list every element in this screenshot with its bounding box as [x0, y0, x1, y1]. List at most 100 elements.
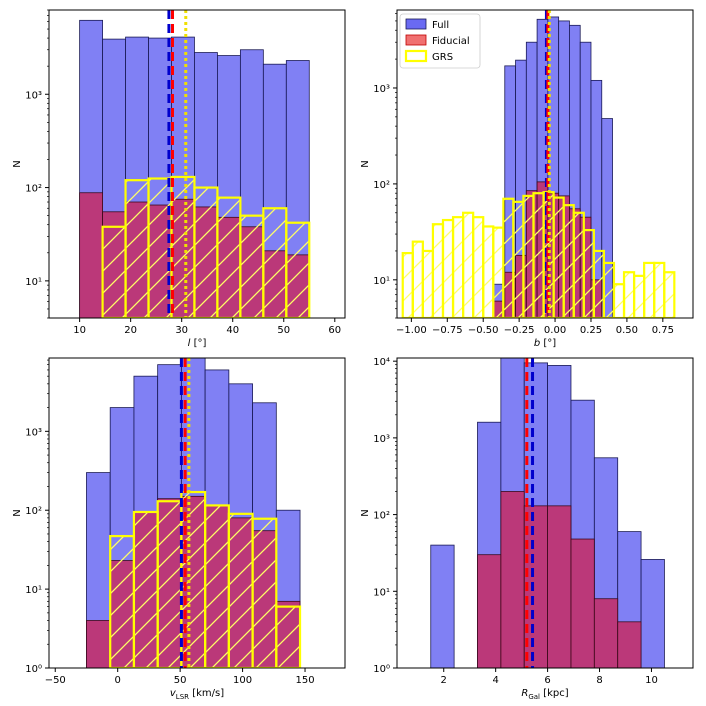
bar-full	[601, 118, 613, 318]
y-tick-label: 10³	[373, 434, 390, 445]
plot-area	[86, 358, 302, 668]
x-tick-label: 0.25	[580, 325, 602, 336]
y-tick-label: 10²	[373, 180, 390, 191]
y-axis-label: N	[12, 509, 23, 516]
bar-full	[430, 544, 455, 668]
bar-fiducial	[500, 491, 525, 668]
x-axis-label: b [°]	[534, 338, 556, 349]
bar-full	[640, 559, 665, 668]
y-tick-label: 10²	[25, 184, 42, 195]
y-tick-label: 10¹	[373, 276, 390, 287]
x-tick-label: 0	[115, 675, 121, 686]
x-axis-label: RGal [kpc]	[521, 688, 568, 701]
x-tick-label: −0.50	[468, 325, 499, 336]
bar-grs	[193, 186, 219, 318]
bar-grs	[622, 271, 636, 318]
y-tick-label: 10⁰	[373, 664, 390, 675]
bar-grs	[592, 249, 606, 318]
bar-grs	[461, 211, 475, 318]
x-tick-label: 30	[175, 325, 188, 336]
x-tick-label: 10	[73, 325, 86, 336]
bar-fiducial	[547, 505, 572, 668]
y-tick-label: 10¹	[373, 587, 390, 598]
bar-grs	[251, 517, 278, 668]
x-tick-label: 150	[295, 675, 314, 686]
legend-label-full: Full	[432, 20, 449, 31]
bar-grs	[632, 274, 646, 318]
legend: Full Fiducial GRS	[399, 13, 481, 69]
x-tick-label: 10	[645, 675, 658, 686]
axes-frame	[396, 9, 694, 319]
y-tick-label: 10¹	[25, 585, 42, 596]
x-tick-label: 20	[124, 325, 137, 336]
x-tick-label: 100	[233, 675, 252, 686]
y-axis-label: N	[360, 160, 371, 167]
y-tick-label: 10¹	[25, 277, 42, 288]
bar-grs	[512, 200, 525, 318]
bar-grs	[532, 192, 545, 318]
bar-fiducial	[477, 554, 502, 668]
y-tick-label: 10⁰	[25, 664, 42, 675]
bar-grs	[663, 271, 676, 318]
panel-top-right: −1.00 −0.75 −0.50 −0.25 0.00 0.25 0.50 0.75 10¹ 1…	[360, 9, 694, 349]
x-tick-label: −1.00	[396, 325, 427, 336]
bar-grs	[441, 218, 455, 318]
x-tick-label: −0.25	[504, 325, 535, 336]
bar-grs	[170, 175, 196, 318]
x-tick-label: 4	[492, 675, 498, 686]
y-axis-label: N	[12, 160, 23, 167]
bar-fiducial	[570, 538, 595, 668]
x-axis-label: l [°]	[188, 338, 207, 349]
y-tick-label: 10³	[25, 427, 42, 438]
x-tick-label: −0.75	[432, 325, 463, 336]
bar-grs	[451, 216, 465, 318]
x-tick-label: 8	[596, 675, 602, 686]
bar-grs	[156, 500, 183, 668]
y-tick-label: 10⁴	[373, 357, 390, 368]
bar-fiducial	[617, 621, 642, 668]
y-tick-label: 10²	[373, 511, 390, 522]
bar-grs	[101, 225, 127, 318]
legend-label-fiducial: Fiducial	[432, 36, 470, 47]
bar-grs	[522, 194, 535, 318]
legend-swatch-grs	[404, 49, 428, 63]
x-tick-label: 40	[226, 325, 239, 336]
y-tick-label: 10³	[373, 84, 390, 95]
legend-swatch-fiducial	[405, 34, 427, 46]
bar-grs	[421, 249, 435, 318]
bar-grs	[572, 211, 585, 318]
x-tick-label: 50	[174, 675, 187, 686]
bar-fiducial	[86, 620, 111, 668]
x-tick-label: 60	[328, 325, 341, 336]
bar-grs	[653, 261, 666, 318]
plot-area	[79, 10, 311, 318]
bar-grs	[132, 510, 159, 668]
bar-grs	[482, 225, 495, 318]
bar-grs	[124, 179, 150, 318]
bar-grs	[562, 204, 575, 318]
panel-bottom-right: 2 4 6 8 10 10⁰ 10¹ 10² 10³ 10⁴ N RGal [kpc]	[360, 357, 694, 701]
bar-fiducial	[79, 192, 103, 318]
y-tick-label: 10³	[25, 90, 42, 101]
bar-grs	[612, 283, 626, 318]
x-tick-label: 0.75	[652, 325, 674, 336]
bar-grs	[643, 261, 656, 318]
bar-grs	[239, 214, 265, 318]
bar-grs	[502, 197, 515, 318]
y-axis-label: N	[360, 509, 371, 516]
legend-label-grs: GRS	[432, 52, 453, 63]
x-tick-label: 0.00	[544, 325, 566, 336]
bar-grs	[431, 223, 445, 318]
bar-grs	[492, 226, 505, 318]
plot-area	[430, 358, 665, 668]
axes-frame	[396, 357, 694, 669]
x-tick-label: 50	[277, 325, 290, 336]
bar-grs	[227, 512, 254, 668]
panel-top-left: 10 20 30 40 50 60 10¹ 10² 10³ Nl [°]	[12, 9, 346, 349]
bar-grs	[602, 261, 616, 318]
axes-frame	[48, 9, 346, 319]
bar-grs	[401, 251, 414, 318]
x-tick-label: −50	[45, 675, 66, 686]
bar-grs	[262, 207, 288, 318]
